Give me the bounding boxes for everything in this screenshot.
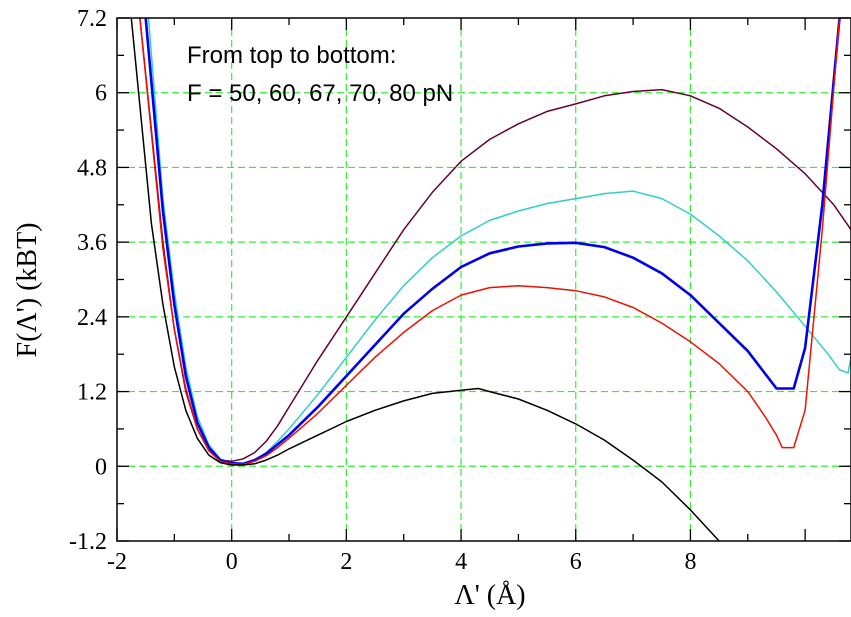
x-axis-label: Λ' (Å) [454, 580, 525, 611]
y-tick-label: 2.4 [77, 305, 107, 331]
y-axis-label: F(Λ') (kBT) [12, 223, 43, 358]
x-tick-label: -2 [107, 549, 127, 575]
axis-ticks [116, 17, 851, 542]
series-line-5 [130, 18, 720, 541]
series-line-3 [144, 18, 841, 466]
y-tick-label: 6 [95, 81, 107, 107]
y-tick-label: 1.2 [77, 380, 107, 406]
x-tick-label: 0 [226, 549, 238, 575]
grid-lines [117, 18, 851, 541]
series-line-4 [139, 18, 841, 466]
y-tick-label: 7.2 [77, 6, 107, 32]
x-tick-label: 6 [570, 549, 582, 575]
y-tick-label: 0 [95, 454, 107, 480]
y-tick-label: 4.8 [77, 155, 107, 181]
x-tick-label: 8 [684, 549, 696, 575]
annotation-line-1: From top to bottom: [187, 42, 396, 69]
tick-labels: -2 0 2 4 6 8 -1.2 0 1.2 2.4 3.6 4.8 6 7.2 [69, 6, 696, 575]
series-lines [130, 18, 851, 541]
x-tick-label: 2 [340, 549, 352, 575]
y-tick-label: -1.2 [69, 529, 107, 555]
annotation-line-2: F = 50, 60, 67, 70, 80 pN [187, 80, 453, 107]
y-tick-label: 3.6 [77, 230, 107, 256]
x-tick-label: 4 [455, 549, 467, 575]
